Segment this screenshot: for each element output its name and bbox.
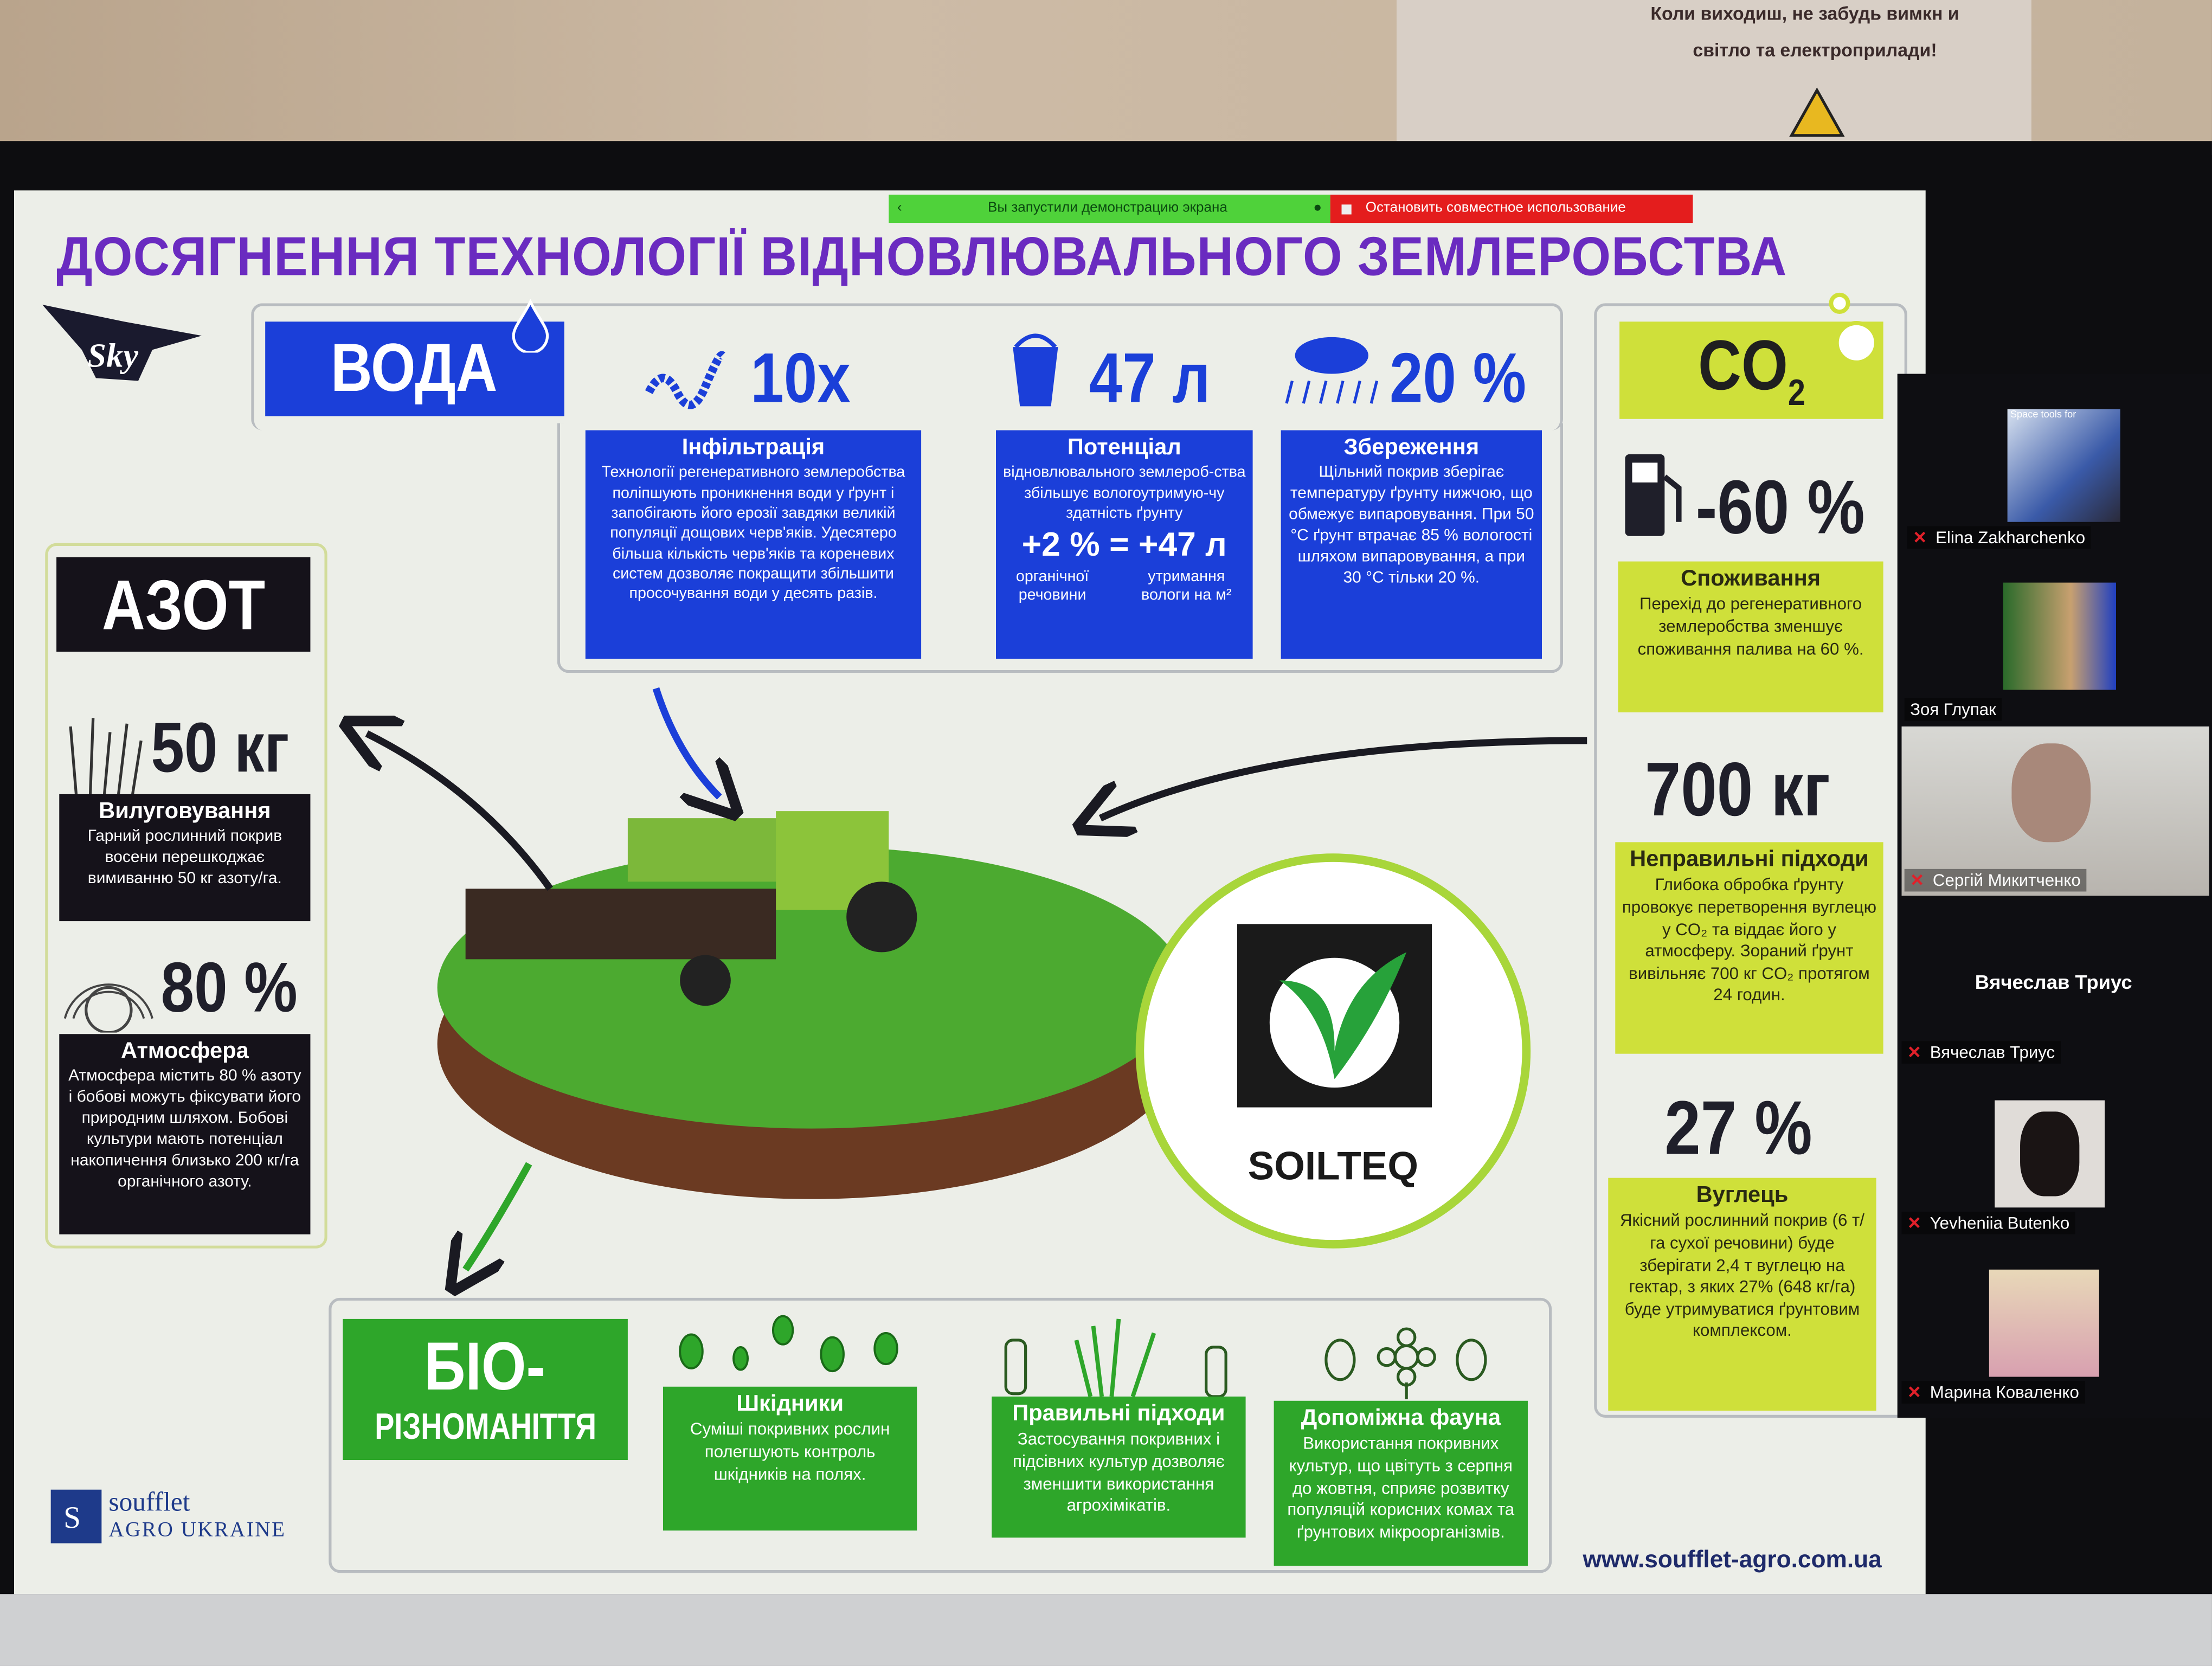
tractor-icon	[465, 811, 917, 1006]
chevron-left-icon[interactable]: ‹	[897, 200, 902, 216]
consumption-card: Споживання Перехід до регенеративного зе…	[1618, 561, 1883, 713]
carbon-value: 27 %	[1664, 1086, 1812, 1171]
stop-icon	[1341, 203, 1352, 214]
fuel-value: -60 %	[1695, 465, 1865, 550]
field-illustration	[338, 687, 1587, 1298]
eagle-icon: Sky	[42, 305, 202, 381]
atmosphere-value: 80 %	[160, 948, 298, 1027]
mic-muted-icon: ✕	[1907, 1213, 1922, 1233]
nitrogen-header: АЗОТ	[56, 557, 311, 652]
infiltration-card: Інфільтрація Технології регенеративного …	[585, 430, 922, 659]
svg-text:Sky: Sky	[87, 337, 138, 375]
bugs-icon	[679, 1315, 898, 1373]
soufflet-emblem-icon: S	[50, 1489, 102, 1543]
conservation-card: Збереження Щільний покрив зберігає темпе…	[1281, 430, 1542, 659]
infiltration-value: 10x	[750, 338, 851, 418]
globe-icon	[63, 983, 153, 1033]
participants-panel	[1897, 374, 2212, 1418]
conservation-value: 20 %	[1389, 338, 1527, 418]
slide-title: ДОСЯГНЕННЯ ТЕХНОЛОГІЇ ВІДНОВЛЮВАЛЬНОГО З…	[56, 227, 1787, 288]
participant-video[interactable]	[2003, 582, 2116, 690]
pests-card: Шкідники Суміші покривних рослин полегшу…	[663, 1386, 917, 1531]
mic-muted-icon: ✕	[1907, 1382, 1922, 1403]
soufflet-logo: S soufflet AGRO UKRAINE	[49, 1488, 286, 1545]
bucket-icon	[1013, 333, 1058, 407]
wall-sign: Коли виходиш, не забудь вимкн и світло т…	[1396, 0, 2031, 141]
participant-no-video-label: Вячеслав Триус	[1975, 970, 2132, 993]
monitor-bottom	[0, 1594, 2212, 1666]
potential-card: Потенціал відновлювального землероб-ства…	[996, 430, 1253, 659]
bee-flower-icon	[1324, 1327, 1487, 1400]
water-panel-lower	[557, 423, 1564, 673]
wrong-approaches-card: Неправильні підходи Глибока обробка ґрун…	[1615, 842, 1883, 1054]
sprayer-grass-icon	[1004, 1318, 1227, 1397]
water-drop-icon	[512, 299, 549, 353]
stop-sharing-button[interactable]: Остановить совместное использование	[1330, 195, 1693, 223]
bubbles-icon	[1829, 292, 1879, 365]
sky-agriculture-logo: Sky	[40, 293, 206, 392]
leaching-value: 50 кг	[151, 708, 290, 787]
water-panel	[251, 303, 1564, 430]
participant-video[interactable]: Space tools for	[2007, 409, 2120, 522]
mic-muted-icon: ✕	[1913, 528, 1927, 548]
participant-video-active[interactable]	[1901, 726, 2209, 896]
biodiversity-panel	[329, 1297, 1552, 1573]
fuel-pump-icon	[1625, 454, 1682, 536]
shield-icon: ●	[1313, 200, 1322, 216]
worm-icon	[645, 351, 726, 409]
participant-video[interactable]	[1995, 1100, 2105, 1208]
warning-icon	[1789, 87, 1845, 137]
participant-video[interactable]	[1989, 1269, 2099, 1377]
mic-muted-icon: ✕	[1907, 1042, 1922, 1063]
potential-value: 47 л	[1089, 338, 1211, 418]
carbon-card: Вуглець Якісний рослинний покрив (6 т/га…	[1608, 1178, 1876, 1411]
soilteq-badge: SOILTEQ	[1135, 853, 1531, 1249]
rain-cloud-icon	[1285, 337, 1379, 404]
nitrogen-panel	[45, 543, 327, 1249]
svg-text:S: S	[63, 1501, 81, 1535]
soilteq-logo-icon	[1237, 924, 1432, 1108]
participant-name: ✕ Сергій Микитченко	[1904, 869, 2087, 892]
grass-icon	[69, 718, 143, 794]
auxiliary-fauna-card: Допоміжна фауна Використання покривних к…	[1274, 1400, 1528, 1566]
screen-share-status: ‹ Вы запустили демонстрацию экрана ●	[889, 195, 1330, 223]
participant-name: ✕ Yevheniia Butenko	[1901, 1212, 2075, 1234]
emission-value: 700 кг	[1644, 748, 1830, 833]
atmosphere-card: Атмосфера Атмосфера містить 80 % азоту і…	[59, 1034, 311, 1234]
participant-name: ✕ Марина Коваленко	[1901, 1381, 2085, 1404]
leaching-card: Вилуговування Гарний рослинний покрив во…	[59, 794, 311, 922]
mic-muted-icon: ✕	[1910, 870, 1925, 890]
biodiversity-header: БІО- РІЗНОМАНІТТЯ	[343, 1318, 628, 1461]
participant-name: ✕ Elina Zakharchenko	[1907, 526, 2091, 549]
participant-name: Зоя Глупак	[1904, 698, 2002, 721]
right-approaches-card: Правильні підходи Застосування покривних…	[992, 1396, 1246, 1538]
participant-name: ✕ Вячеслав Триус	[1901, 1041, 2061, 1064]
website-link[interactable]: www.soufflet-agro.com.ua	[1583, 1546, 1882, 1573]
